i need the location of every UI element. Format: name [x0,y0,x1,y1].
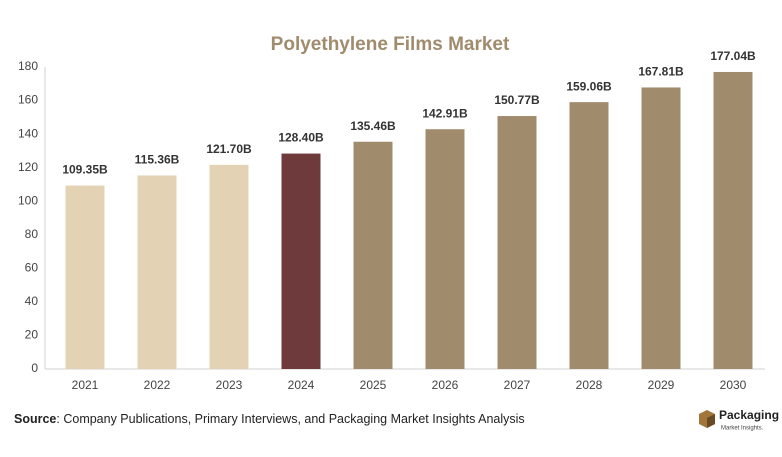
y-tick-label: 100 [18,193,38,207]
y-tick-label: 140 [18,126,38,140]
bar [713,71,753,370]
value-label: 142.91B [422,106,468,120]
bar [569,102,609,370]
x-tick-label: 2024 [288,378,315,392]
value-label: 167.81B [638,65,684,79]
value-label: 109.35B [62,163,108,177]
logo: Packaging Market Insights. [699,408,779,432]
x-tick-label: 2029 [648,378,675,392]
chart-title: Polyethylene Films Market [271,34,510,55]
bar [281,153,321,369]
x-tick-label: 2026 [432,378,459,392]
bar [641,87,681,369]
logo-name: Packaging [719,408,779,422]
logo-icon-shade [707,414,715,428]
bar [65,185,105,369]
x-tick-label: 2027 [504,378,531,392]
y-tick-label: 60 [25,261,39,275]
y-tick-label: 20 [25,328,39,342]
x-tick-label: 2022 [144,378,171,392]
bar [209,164,249,369]
x-tick-label: 2021 [72,378,99,392]
value-label: 128.40B [278,131,324,145]
value-label: 177.04B [710,49,756,63]
bar [497,116,537,369]
y-tick-label: 120 [18,160,38,174]
value-label: 121.70B [206,142,252,156]
value-label: 135.46B [350,119,396,133]
y-tick-label: 180 [18,59,38,73]
y-tick-label: 80 [25,227,39,241]
x-tick-label: 2030 [720,378,747,392]
logo-tagline: Market Insights. [721,426,764,432]
bar [353,141,393,369]
value-label: 159.06B [566,79,612,93]
y-tick-label: 40 [25,294,39,308]
y-tick-label: 160 [18,93,38,107]
x-tick-label: 2025 [360,378,387,392]
y-tick-label: 0 [31,361,38,375]
source-note: Source: Company Publications, Primary In… [14,412,525,426]
bar [425,129,465,369]
source-label: Source [14,412,56,426]
value-label: 115.36B [135,153,180,167]
x-tick-label: 2023 [216,378,243,392]
bar [137,175,177,369]
value-label: 150.77B [494,93,540,107]
source-text: : Company Publications, Primary Intervie… [56,412,524,426]
x-tick-label: 2028 [576,378,603,392]
